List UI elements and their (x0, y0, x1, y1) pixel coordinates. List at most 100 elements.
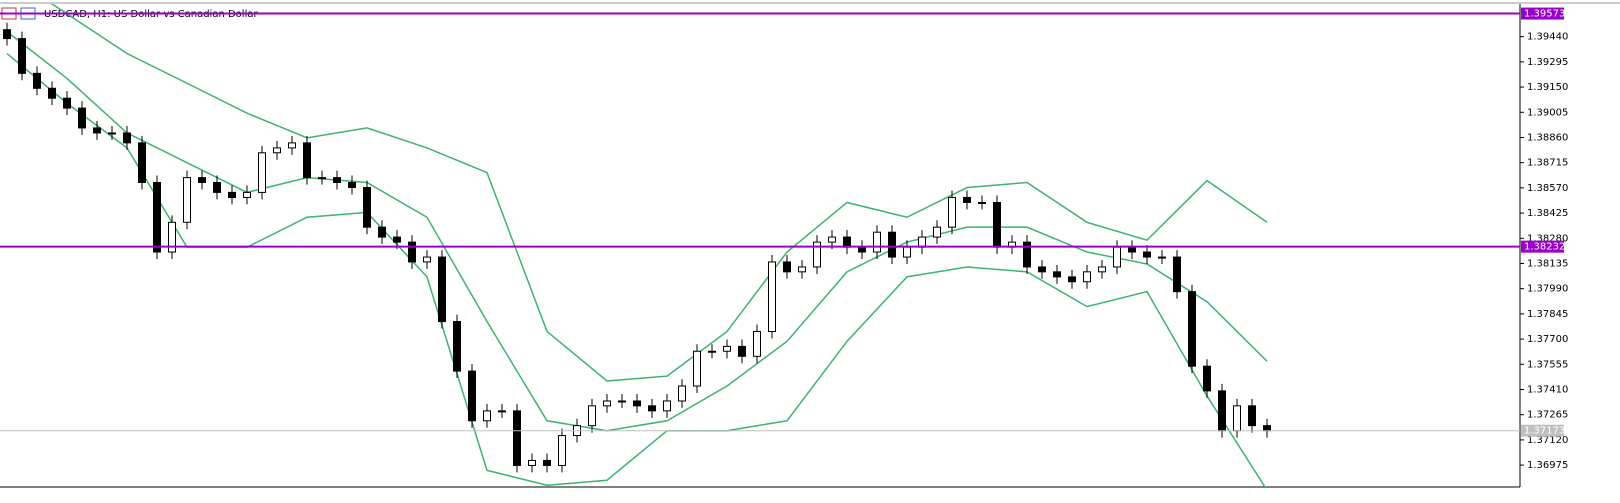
bollinger-upper (50, 4, 1268, 382)
candle-body (453, 321, 461, 372)
candle-body (393, 236, 401, 243)
y-tick-label: 1.39150 (1527, 82, 1568, 93)
horizontal-line-label: 1.38232 (1524, 242, 1565, 253)
candle-body (288, 142, 296, 149)
candle-body (813, 241, 821, 268)
candle-body (828, 236, 836, 243)
candle-body (993, 201, 1001, 248)
candle-body (423, 256, 431, 263)
y-tick-label: 1.38570 (1527, 183, 1568, 194)
candle-body (603, 400, 611, 407)
candle-body (3, 29, 11, 40)
candle-body (408, 241, 416, 263)
candle-body (588, 405, 596, 427)
candle-body (783, 261, 791, 273)
candle-body (1023, 241, 1031, 268)
candle-body (873, 231, 881, 253)
candle-body (498, 410, 506, 413)
candle-body (483, 410, 491, 422)
candle-body (1158, 256, 1166, 259)
candle-body (318, 177, 326, 180)
candle-body (678, 385, 686, 402)
candle-body (138, 142, 146, 183)
candle-body (1248, 405, 1256, 427)
candle-body (948, 196, 956, 228)
horizontal-line-label: 1.39573 (1524, 9, 1565, 20)
candle-body (753, 330, 761, 357)
candle-body (903, 246, 911, 258)
plot (0, 4, 1520, 487)
candle-body (1203, 365, 1211, 392)
y-tick-label: 1.38280 (1527, 233, 1568, 244)
candle-body (33, 72, 41, 89)
y-tick-label: 1.37120 (1527, 435, 1568, 446)
candle-body (933, 226, 941, 238)
candle-body (888, 231, 896, 258)
y-tick-label: 1.37410 (1527, 384, 1568, 395)
candle-body (228, 191, 236, 198)
candle-body (303, 142, 311, 179)
horizontal-line-label-bg (1521, 240, 1564, 253)
candle-body (513, 410, 521, 466)
candle-body (438, 256, 446, 323)
candle-body (798, 266, 806, 273)
candle-body (858, 246, 866, 253)
y-tick-label: 1.38860 (1527, 132, 1568, 143)
y-tick-label: 1.36975 (1527, 460, 1568, 471)
candle-body (723, 345, 731, 352)
candle-body (168, 221, 176, 253)
candle-body (558, 435, 566, 466)
axis: 1.39440 1.39295 1.39150 1.39005 1.38860 1.387… (1520, 7, 1568, 471)
y-tick-label: 1.38425 (1527, 208, 1568, 219)
candle-body (468, 370, 476, 422)
candle-body (258, 152, 266, 193)
candle-body (363, 187, 371, 228)
candle-body (1188, 291, 1196, 367)
candle-body (1218, 390, 1226, 432)
y-tick-label: 1.39440 (1527, 32, 1568, 43)
candle-body (963, 196, 971, 203)
candle-body (1038, 266, 1046, 273)
candle-body (63, 97, 71, 109)
candle-body (1083, 271, 1091, 283)
y-tick-label: 1.39005 (1527, 107, 1568, 118)
candle-body (1233, 405, 1241, 432)
candle-body (198, 177, 206, 183)
candle-body (1053, 271, 1061, 278)
bollinger-lower (6, 52, 1266, 487)
candle-body (333, 177, 341, 183)
candle-body (768, 261, 776, 332)
y-tick-label: 1.37265 (1527, 410, 1568, 421)
candle-body (648, 405, 656, 412)
candle-body (18, 38, 26, 74)
current-price-line-label-bg (1521, 424, 1564, 437)
candle-body (1263, 425, 1271, 432)
candle-body (528, 459, 536, 466)
y-tick-label: 1.38715 (1527, 158, 1568, 169)
y-tick-label: 1.37555 (1527, 359, 1568, 370)
candle-body (663, 400, 671, 412)
bollinger-middle (6, 31, 1268, 432)
candle-body (93, 127, 101, 134)
candle-body (543, 459, 551, 466)
candle-body (1098, 266, 1106, 273)
candle-body (1113, 246, 1121, 268)
candle-body (273, 147, 281, 154)
y-tick-label: 1.37845 (1527, 309, 1568, 320)
candle-body (153, 181, 161, 253)
candle-body (978, 201, 986, 204)
candle-body (708, 350, 716, 353)
candle-body (618, 400, 626, 403)
y-tick-label: 1.39295 (1527, 57, 1568, 68)
candle-body (693, 350, 701, 387)
y-tick-label: 1.37700 (1527, 334, 1568, 345)
candle-body (378, 226, 386, 238)
candle-body (48, 87, 56, 99)
candle-body (1128, 246, 1136, 253)
candle-body (348, 181, 356, 189)
candle-body (213, 181, 221, 193)
candle-body (243, 191, 251, 198)
candle-body (123, 132, 131, 144)
